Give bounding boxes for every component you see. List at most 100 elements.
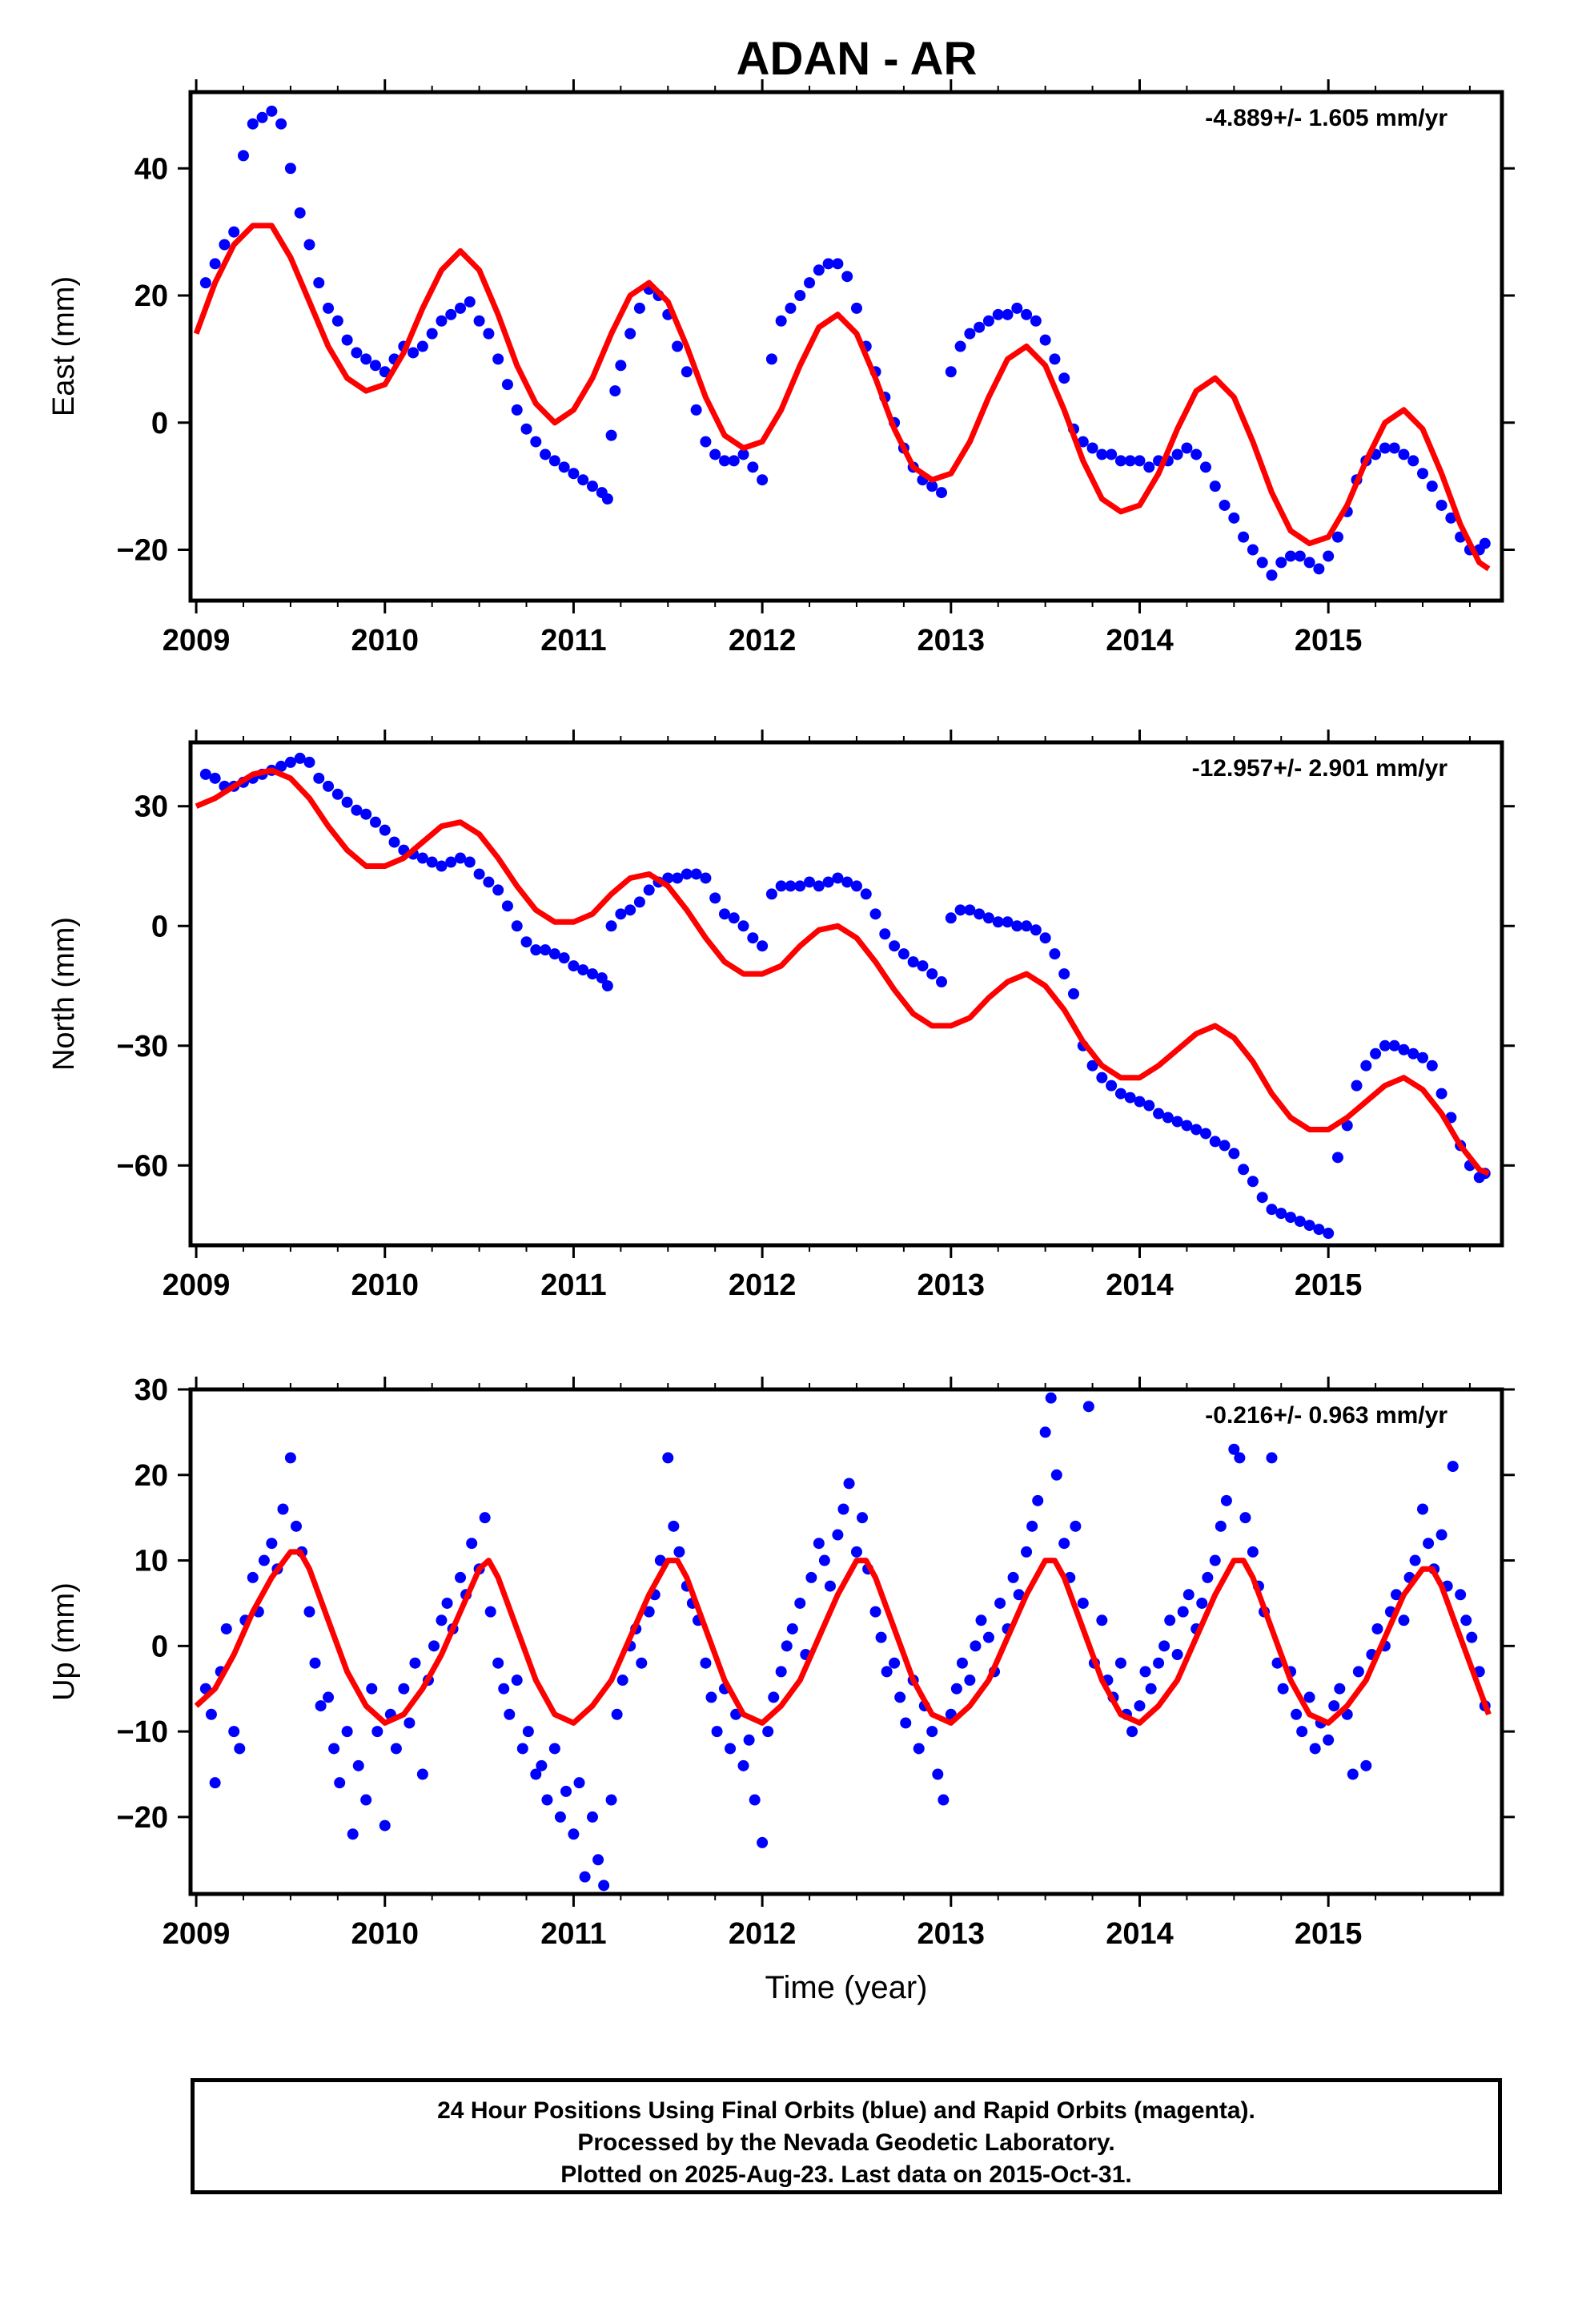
data-point	[1143, 1100, 1155, 1112]
data-point	[1275, 557, 1287, 569]
data-point	[869, 1606, 881, 1618]
data-point	[266, 105, 278, 117]
data-point	[596, 972, 608, 984]
data-point	[709, 448, 721, 460]
data-point	[1082, 1401, 1094, 1413]
data-point	[315, 1700, 327, 1712]
data-point	[936, 487, 948, 499]
data-point	[577, 474, 589, 486]
data-point	[832, 1529, 844, 1541]
y-tick-label: 40	[135, 152, 168, 186]
data-point	[1106, 1080, 1118, 1092]
data-point	[1002, 916, 1014, 928]
data-point	[540, 944, 552, 956]
data-point	[520, 936, 532, 948]
data-point	[209, 258, 221, 270]
data-point	[220, 1622, 232, 1634]
data-point	[199, 277, 211, 289]
data-point	[284, 756, 296, 768]
data-point	[587, 968, 599, 980]
data-point	[1341, 1120, 1353, 1132]
data-point	[616, 1675, 628, 1687]
data-point	[436, 315, 448, 327]
data-point	[757, 940, 769, 952]
x-tick-label: 2009	[163, 624, 231, 657]
east-panel: 2009 2010 2011 2012 2013 2014 2015 −20 0 20 40 East…	[47, 79, 1515, 657]
data-point	[785, 302, 797, 314]
y-tick-label: −20	[117, 534, 168, 568]
data-point	[516, 1743, 528, 1755]
data-point	[609, 385, 621, 397]
data-point	[718, 908, 730, 920]
data-point	[498, 1683, 510, 1695]
data-point	[341, 334, 353, 346]
data-point	[1417, 1503, 1429, 1515]
data-point	[483, 328, 495, 340]
data-point	[1171, 448, 1183, 460]
data-point	[1077, 436, 1089, 448]
data-point	[1407, 1047, 1419, 1059]
data-point	[492, 353, 504, 365]
data-point	[409, 1657, 421, 1669]
data-point	[643, 1606, 655, 1618]
data-point	[1182, 1589, 1195, 1601]
data-point	[954, 340, 966, 352]
data-point	[303, 1606, 315, 1618]
data-point	[466, 1538, 478, 1550]
x-tick-label: 2011	[540, 1269, 606, 1302]
model-curve	[195, 767, 1490, 1176]
data-point	[445, 856, 457, 868]
data-point	[1177, 1606, 1189, 1618]
data-point	[982, 315, 994, 327]
data-point	[936, 976, 948, 988]
data-point	[347, 1828, 359, 1840]
data-point	[390, 1743, 402, 1755]
data-point	[277, 1503, 289, 1515]
data-point	[775, 1666, 787, 1678]
data-point	[1379, 1039, 1391, 1051]
data-point	[917, 960, 929, 972]
data-point	[813, 880, 825, 892]
data-point	[1370, 1047, 1382, 1059]
caption-box: 24 Hour Positions Using Final Orbits (bl…	[191, 2078, 1502, 2194]
data-point	[1139, 1666, 1151, 1678]
data-point	[1070, 1520, 1082, 1532]
data-point	[398, 1683, 410, 1695]
data-point	[228, 1726, 240, 1738]
data-point	[501, 379, 513, 391]
data-point	[974, 321, 986, 333]
x-tick-label: 2014	[1106, 624, 1174, 657]
data-point	[1021, 920, 1033, 932]
data-point	[822, 258, 834, 270]
data-point	[441, 1597, 453, 1609]
data-point	[850, 880, 862, 892]
data-point	[950, 1683, 962, 1695]
data-point	[587, 480, 599, 493]
data-point	[1171, 1649, 1183, 1661]
data-point	[560, 1785, 572, 1797]
data-point	[615, 360, 627, 372]
data-point	[897, 948, 909, 960]
data-point	[1219, 499, 1231, 511]
data-point	[511, 1675, 523, 1687]
data-point	[360, 1794, 372, 1806]
data-point	[1371, 1622, 1383, 1634]
data-point	[728, 912, 740, 924]
north-ylabel: North (mm)	[47, 917, 81, 1071]
data-point	[1114, 1088, 1126, 1100]
data-point	[1285, 550, 1297, 562]
data-point	[1234, 1452, 1246, 1464]
data-point	[737, 1759, 749, 1771]
data-point	[1096, 1614, 1108, 1626]
data-point	[974, 908, 986, 920]
data-point	[1266, 1204, 1278, 1216]
east-frame	[188, 90, 1504, 603]
data-point	[615, 908, 627, 920]
data-point	[1435, 1529, 1447, 1541]
data-point	[558, 952, 570, 964]
data-point	[247, 118, 259, 130]
data-point	[1228, 512, 1240, 524]
data-point	[1220, 1494, 1232, 1506]
data-point	[1191, 1124, 1203, 1136]
data-point	[404, 1717, 416, 1729]
